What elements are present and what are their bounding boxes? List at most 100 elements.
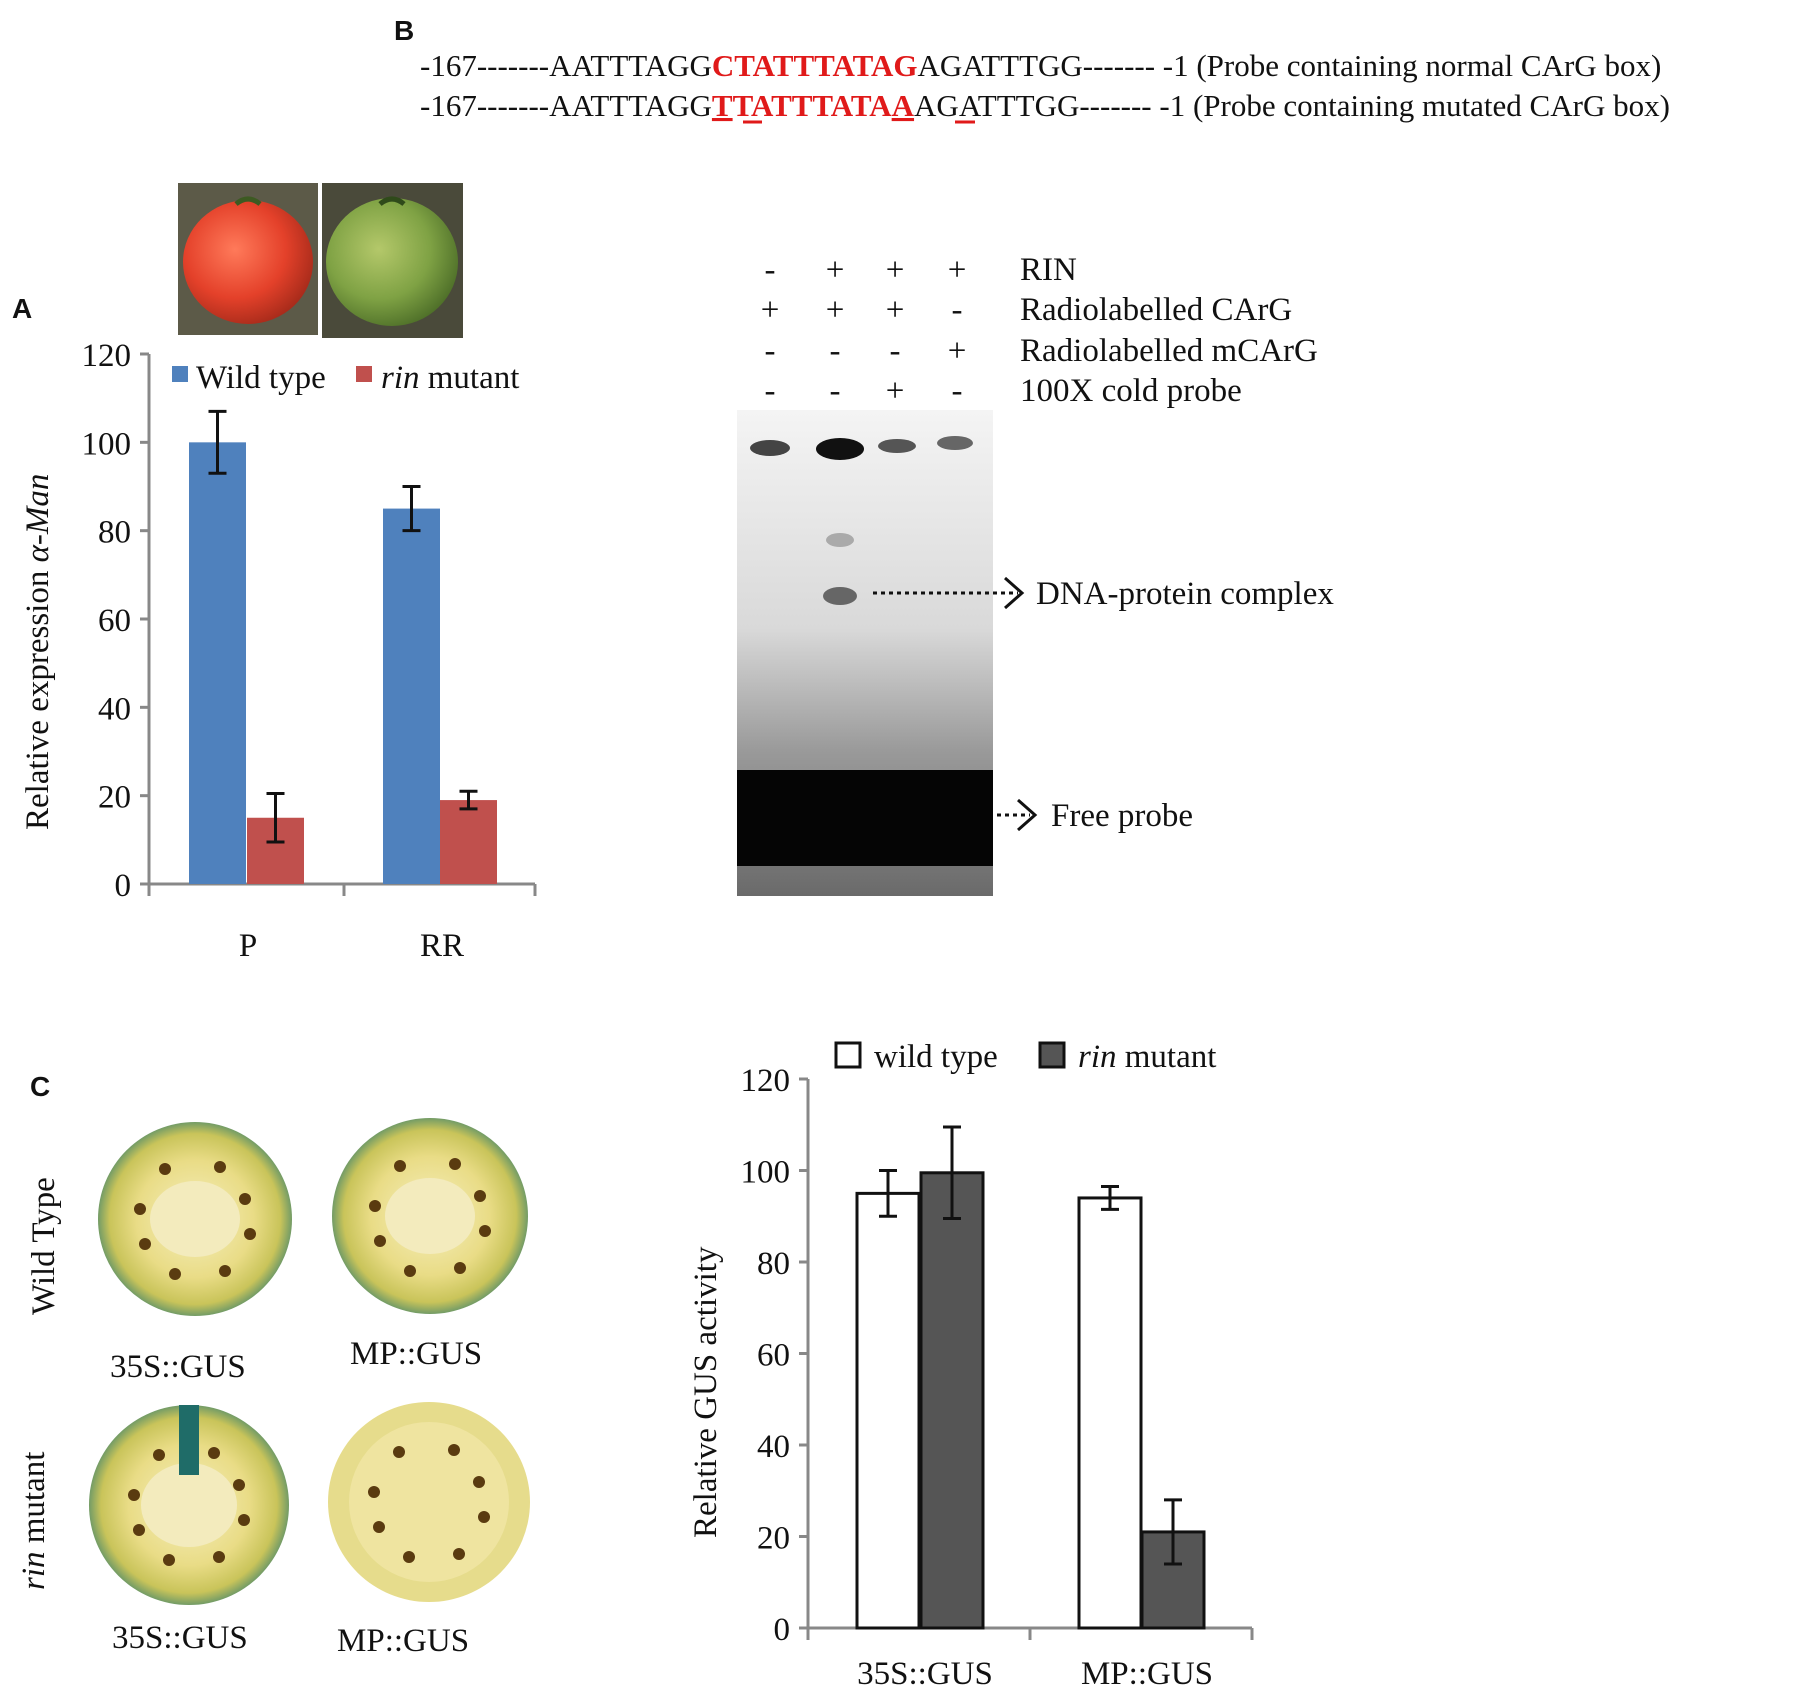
slice-wt-mp (332, 1118, 528, 1314)
emsa-row-label: RIN (1020, 252, 1077, 288)
sequence-mutated-core: TATTTATA (733, 88, 893, 123)
x-tick-label: MP::GUS (1081, 1656, 1213, 1690)
legend-swatch-rin-mutant (1038, 1041, 1066, 1069)
y-tick-label: 100 (741, 1155, 791, 1191)
y-tick-label: 0 (774, 1612, 791, 1648)
emsa-sign: + (886, 252, 905, 288)
y-tick-label: 0 (115, 868, 132, 904)
y-tick-label: 20 (757, 1521, 790, 1557)
y-axis-label-italic: α-Man (20, 474, 56, 563)
y-tick-label: 100 (82, 426, 132, 462)
complex-label: DNA-protein complex (1036, 576, 1334, 612)
legend-label-wild-type: wild type (874, 1039, 998, 1075)
y-tick-label: 40 (757, 1429, 790, 1465)
emsa-sign: - (952, 373, 963, 409)
emsa-sign: + (948, 252, 967, 288)
emsa-row-label: Radiolabelled CArG (1020, 292, 1292, 328)
bar (1077, 1196, 1143, 1630)
sequence-mutated-mut2: A (892, 88, 915, 123)
y-tick-label: 80 (757, 1246, 790, 1282)
bar (383, 508, 440, 884)
emsa-sign: + (886, 292, 905, 328)
legend: Wild type rin mutant (172, 360, 519, 396)
complex-annotation: DNA-protein complex (873, 576, 1334, 612)
legend: wild type rin mutant (834, 1039, 1216, 1075)
legend-label-wild-type: Wild type (196, 360, 326, 396)
gus-stained-slices (89, 1118, 530, 1605)
x-tick-label: P (239, 928, 257, 964)
bar (855, 1191, 921, 1630)
chart-a: 0 20 40 60 80 100 120 P RR Wild type rin mutant Rel… (20, 338, 537, 964)
y-axis-label-prefix: Relative expression (20, 562, 56, 830)
caption-rin-mp: MP::GUS (337, 1623, 469, 1659)
emsa-sign: + (948, 333, 967, 369)
sequence-normal-prefix: -167-------AATTTAGG (420, 48, 712, 83)
y-tick-label: 40 (98, 691, 131, 727)
row-label-rin-mutant: rin mutant (16, 1452, 52, 1590)
unripe-tomato-photo (322, 183, 463, 338)
emsa-sign: + (826, 292, 845, 328)
emsa-gel-image (737, 410, 993, 896)
sequence-mutated-prefix: -167-------AATTTAGG (420, 88, 712, 123)
y-tick-label: 20 (98, 780, 131, 816)
row-label-rin-rest: mutant (16, 1452, 52, 1552)
x-tick-label: RR (420, 928, 464, 964)
emsa-sign: - (890, 333, 901, 369)
emsa-sign: - (765, 252, 776, 288)
y-tick-label: 120 (82, 338, 132, 374)
row-label-wild-type: Wild Type (26, 1177, 62, 1315)
caption-wt-35s: 35S::GUS (110, 1349, 246, 1385)
slice-rin-35s (89, 1405, 289, 1605)
y-axis-label: Relative expression α-Man (20, 474, 56, 830)
legend-rin-rest: mutant (420, 360, 520, 396)
legend-rin-italic: rin (1078, 1039, 1117, 1075)
emsa-sign: - (952, 292, 963, 328)
emsa-sign: - (765, 333, 776, 369)
bar (189, 442, 246, 884)
sequence-mutated-suffix: AGATTTGG------- -1 (Probe containing mut… (914, 88, 1670, 123)
slice-rin-mp (328, 1402, 530, 1602)
sequence-normal-suffix: AGATTTGG------- -1 (Probe containing nor… (917, 48, 1661, 83)
emsa-sign: - (830, 333, 841, 369)
emsa-condition-table: - + + + RIN + + + - Radiolabelled CArG - - - + Radiola… (761, 252, 1318, 409)
y-axis-label: Relative GUS activity (688, 1246, 724, 1538)
sequence-normal-core: CTATTTATAG (712, 48, 918, 83)
legend-label-rin-mutant: rin mutant (381, 360, 519, 396)
caption-wt-mp: MP::GUS (350, 1336, 482, 1372)
emsa-sign: - (765, 373, 776, 409)
emsa-sign: + (886, 373, 905, 409)
emsa-row-label: Radiolabelled mCArG (1020, 333, 1318, 369)
emsa-row-label: 100X cold probe (1020, 373, 1242, 409)
sequence-mutated-mut1: T (712, 88, 733, 123)
panel-label-b: B (394, 15, 414, 46)
panel-label-c: C (30, 1071, 50, 1102)
emsa-sign: + (826, 252, 845, 288)
ripe-tomato-photo (178, 183, 318, 335)
free-probe-annotation: Free probe (997, 798, 1193, 834)
y-tick-label: 120 (741, 1063, 791, 1099)
sequence-mutated: -167-------AATTTAGGTTATTTATAAAGATTTGG---… (420, 88, 1670, 123)
legend-swatch-rin-mutant (356, 366, 372, 382)
y-tick-label: 60 (98, 603, 131, 639)
slice-wt-35s (98, 1122, 292, 1316)
bar (919, 1171, 985, 1630)
panel-label-a: A (12, 293, 32, 324)
row-label-rin-italic: rin (16, 1551, 52, 1590)
sequence-normal: -167-------AATTTAGGCTATTTATAGAGATTTGG---… (420, 48, 1661, 83)
y-tick-label: 80 (98, 515, 131, 551)
bar (440, 800, 497, 884)
legend-rin-italic: rin (381, 360, 420, 396)
y-tick-label: 60 (757, 1338, 790, 1374)
free-probe-label: Free probe (1051, 798, 1193, 834)
legend-swatch-wild-type (834, 1041, 862, 1069)
x-tick-label: 35S::GUS (857, 1656, 993, 1690)
emsa-sign: - (830, 373, 841, 409)
legend-label-rin-mutant: rin mutant (1078, 1039, 1216, 1075)
legend-rin-rest: mutant (1117, 1039, 1217, 1075)
legend-swatch-wild-type (172, 366, 188, 382)
emsa-sign: + (761, 292, 780, 328)
caption-rin-35s: 35S::GUS (112, 1620, 248, 1656)
